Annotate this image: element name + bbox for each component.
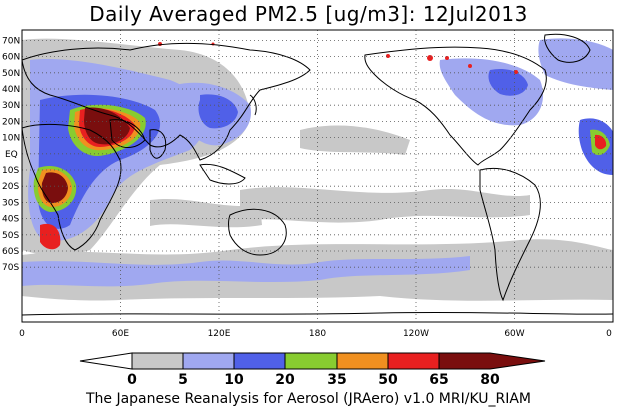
lon-label: 60W <box>504 329 524 339</box>
coastlines <box>22 33 613 316</box>
lat-label: 60N <box>2 53 20 63</box>
lat-label: 30S <box>2 198 19 208</box>
caption: The Japanese Reanalysis for Aerosol (JRA… <box>85 391 532 407</box>
colorbar-cell <box>336 352 389 370</box>
colorbar <box>79 352 546 370</box>
lon-label: 180 <box>309 329 326 339</box>
map-title: Daily Averaged PM2.5 [ug/m3]: 12Jul2013 <box>89 2 528 26</box>
map-frame <box>21 29 614 323</box>
colorbar-cell <box>284 352 338 370</box>
lat-label: 10S <box>2 166 19 176</box>
map-grid <box>22 30 613 322</box>
colorbar-label: 65 <box>429 372 448 388</box>
colorbar-label: 35 <box>327 372 346 388</box>
lat-label: 50S <box>2 231 19 241</box>
colorbar-label: 0 <box>127 372 137 388</box>
lat-label: 60S <box>2 247 19 257</box>
lat-label: EQ <box>5 150 18 160</box>
lon-label: 0 <box>606 329 612 339</box>
lon-label: 0 <box>19 329 25 339</box>
lat-label: 20S <box>2 182 19 192</box>
lat-label: 70S <box>2 263 19 273</box>
colorbar-label: 80 <box>480 372 500 388</box>
lon-label: 60E <box>112 329 129 339</box>
colorbar-cell <box>79 352 133 370</box>
colorbar-cell <box>233 352 286 370</box>
lat-label: 30N <box>2 101 20 111</box>
colorbar-cell <box>387 352 440 370</box>
colorbar-cell <box>131 352 184 370</box>
pm25-field <box>22 38 613 301</box>
lon-label: 120E <box>208 329 231 339</box>
lat-label: 50N <box>2 69 20 79</box>
pm25-map: 70N 60N 50N 40N 30N 20N 10N EQ 10S 20S 3… <box>2 29 614 388</box>
lat-labels: 70N 60N 50N 40N 30N 20N 10N EQ 10S 20S 3… <box>2 36 20 273</box>
lat-label: 10N <box>2 134 20 144</box>
colorbar-label: 10 <box>224 372 244 388</box>
lon-labels: 0 60E 120E 180 120W 60W 0 <box>19 329 612 339</box>
pm25-band-gray-tropics <box>240 187 530 223</box>
colorbar-cell <box>438 352 546 370</box>
colorbar-cell <box>182 352 235 370</box>
colorbar-label: 20 <box>275 372 295 388</box>
pm25-band-lightblue-south <box>22 256 470 287</box>
colorbar-label: 5 <box>178 372 188 388</box>
lat-label: 70N <box>2 36 20 46</box>
colorbar-labels: 0 5 10 20 35 50 65 80 <box>127 372 500 388</box>
lat-label: 40N <box>2 85 20 95</box>
colorbar-label: 50 <box>378 372 398 388</box>
lon-label: 120W <box>403 329 429 339</box>
lat-label: 20N <box>2 117 20 127</box>
lat-label: 40S <box>2 215 19 225</box>
